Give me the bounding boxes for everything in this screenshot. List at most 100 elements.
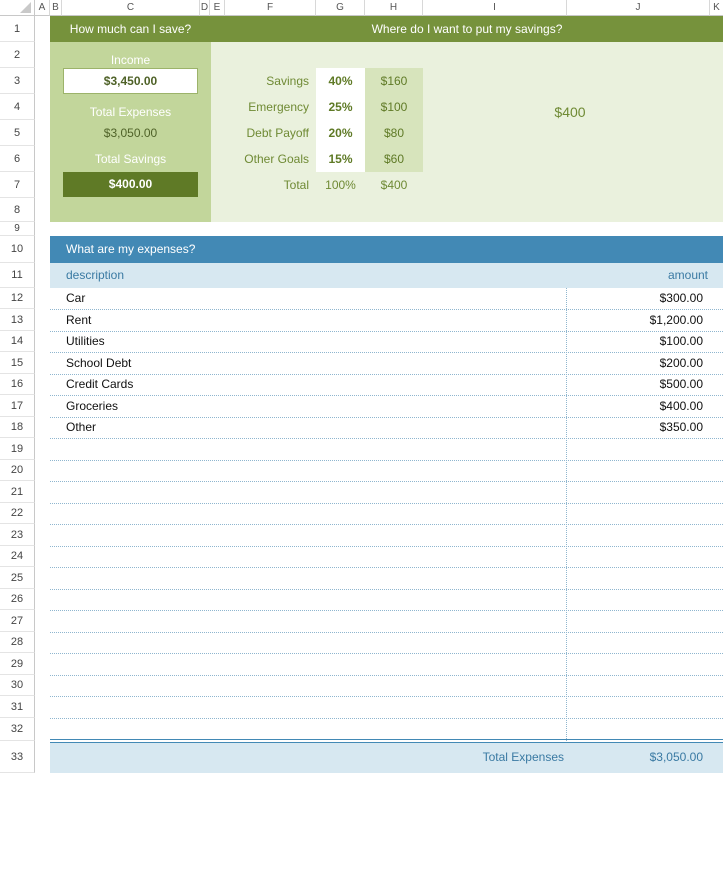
row-header[interactable]: 29 [0, 653, 35, 675]
col-amount-label[interactable]: amount [667, 268, 708, 282]
expense-desc[interactable]: Groceries [66, 399, 119, 413]
row-header[interactable]: 15 [0, 352, 35, 374]
expense-desc[interactable]: Utilities [66, 334, 105, 348]
alloc-amt-cell: $100 [365, 94, 423, 120]
expense-amount[interactable]: $100.00 [659, 334, 703, 348]
row-header[interactable]: 13 [0, 309, 35, 331]
col-header-e[interactable]: E [210, 0, 225, 16]
expense-desc[interactable]: Other [66, 420, 97, 434]
col-header-d[interactable]: D [200, 0, 210, 16]
alloc-label-savings: Savings [266, 74, 309, 88]
alloc-pct: 20% [328, 126, 353, 140]
row-divider [50, 546, 723, 547]
row-divider [50, 309, 723, 310]
alloc-total-pct: 100% [325, 178, 356, 192]
col-header-a[interactable]: A [35, 0, 50, 16]
row-header[interactable]: 33 [0, 741, 35, 773]
expense-amount[interactable]: $1,200.00 [649, 313, 703, 327]
expense-desc[interactable]: Car [66, 291, 86, 305]
expense-amount[interactable]: $300.00 [659, 291, 703, 305]
alloc-amt-cell: $80 [365, 120, 423, 146]
row-header[interactable]: 9 [0, 222, 35, 236]
alloc-pct-cell[interactable]: 25% [316, 94, 365, 120]
expense-amount[interactable]: $400.00 [659, 399, 703, 413]
row-header[interactable]: 1 [0, 16, 35, 42]
expense-amount[interactable]: $350.00 [659, 420, 703, 434]
expense-desc[interactable]: School Debt [66, 356, 132, 370]
row-header[interactable]: 27 [0, 610, 35, 632]
row-header[interactable]: 10 [0, 236, 35, 263]
income-field[interactable]: $3,450.00 [63, 68, 198, 94]
row-header[interactable]: 21 [0, 481, 35, 503]
col-header-b[interactable]: B [50, 0, 62, 16]
alloc-amt: $60 [383, 152, 405, 166]
select-all-icon [20, 2, 31, 13]
row-header[interactable]: 22 [0, 503, 35, 524]
row-divider [50, 503, 723, 504]
total-savings-box: $400.00 [63, 172, 198, 197]
alloc-total-label: Total [283, 178, 309, 192]
save-panel-header: How much can I save? [50, 16, 211, 42]
row-header[interactable]: 23 [0, 524, 35, 546]
total-expenses-value: $3,050.00 [103, 126, 158, 140]
expense-amount[interactable]: $500.00 [659, 377, 703, 391]
col-header-j[interactable]: J [567, 0, 710, 16]
select-all-corner[interactable] [0, 0, 35, 16]
expenses-title: What are my expenses? [66, 242, 196, 256]
row-header[interactable]: 11 [0, 263, 35, 288]
alloc-pct: 40% [328, 74, 353, 88]
row-header[interactable]: 5 [0, 120, 35, 146]
row-divider [50, 653, 723, 654]
row-header[interactable]: 20 [0, 460, 35, 481]
expense-amount[interactable]: $200.00 [659, 356, 703, 370]
expenses-column-header: description amount [50, 263, 723, 288]
expenses-total-label: Total Expenses [482, 750, 564, 764]
expense-desc[interactable]: Credit Cards [66, 377, 134, 391]
row-header[interactable]: 16 [0, 374, 35, 395]
row-divider [50, 460, 723, 461]
col-header-c[interactable]: C [62, 0, 200, 16]
row-header[interactable]: 4 [0, 94, 35, 120]
expense-desc[interactable]: Rent [66, 313, 92, 327]
row-header[interactable]: 25 [0, 567, 35, 589]
row-header[interactable]: 31 [0, 696, 35, 718]
alloc-label-debt-payoff: Debt Payoff [246, 126, 309, 140]
col-description-label[interactable]: description [66, 268, 125, 282]
alloc-amt: $100 [380, 100, 408, 114]
alloc-pct-cell[interactable]: 40% [316, 68, 365, 94]
total-expenses-label: Total Expenses [89, 105, 172, 119]
row-header[interactable]: 3 [0, 68, 35, 94]
expenses-total-row: Total Expenses $3,050.00 [50, 742, 723, 773]
row-header[interactable]: 32 [0, 718, 35, 741]
total-savings-label: Total Savings [94, 152, 167, 166]
row-header[interactable]: 6 [0, 146, 35, 172]
col-header-i[interactable]: I [423, 0, 567, 16]
alloc-pct-cell[interactable]: 15% [316, 146, 365, 172]
row-divider [50, 718, 723, 719]
row-header[interactable]: 8 [0, 198, 35, 222]
row-divider [50, 352, 723, 353]
row-header[interactable]: 24 [0, 546, 35, 567]
alloc-amt-cell: $160 [365, 68, 423, 94]
row-header[interactable]: 18 [0, 417, 35, 438]
col-header-g[interactable]: G [316, 0, 365, 16]
row-header[interactable]: 14 [0, 331, 35, 352]
row-header[interactable]: 19 [0, 438, 35, 460]
alloc-pct: 15% [328, 152, 353, 166]
alloc-pct: 25% [328, 100, 353, 114]
row-header[interactable]: 28 [0, 632, 35, 653]
row-header[interactable]: 12 [0, 288, 35, 309]
row-header[interactable]: 26 [0, 589, 35, 610]
alloc-big-total: $400 [554, 104, 586, 120]
income-value: $3,450.00 [103, 74, 158, 88]
alloc-pct-cell[interactable]: 20% [316, 120, 365, 146]
row-divider [50, 481, 723, 482]
row-header[interactable]: 7 [0, 172, 35, 198]
col-header-h[interactable]: H [365, 0, 423, 16]
row-header[interactable]: 2 [0, 42, 35, 68]
col-header-f[interactable]: F [225, 0, 316, 16]
row-header[interactable]: 17 [0, 395, 35, 417]
col-header-k[interactable]: K [710, 0, 723, 16]
row-header[interactable]: 30 [0, 675, 35, 696]
row-divider [50, 417, 723, 418]
